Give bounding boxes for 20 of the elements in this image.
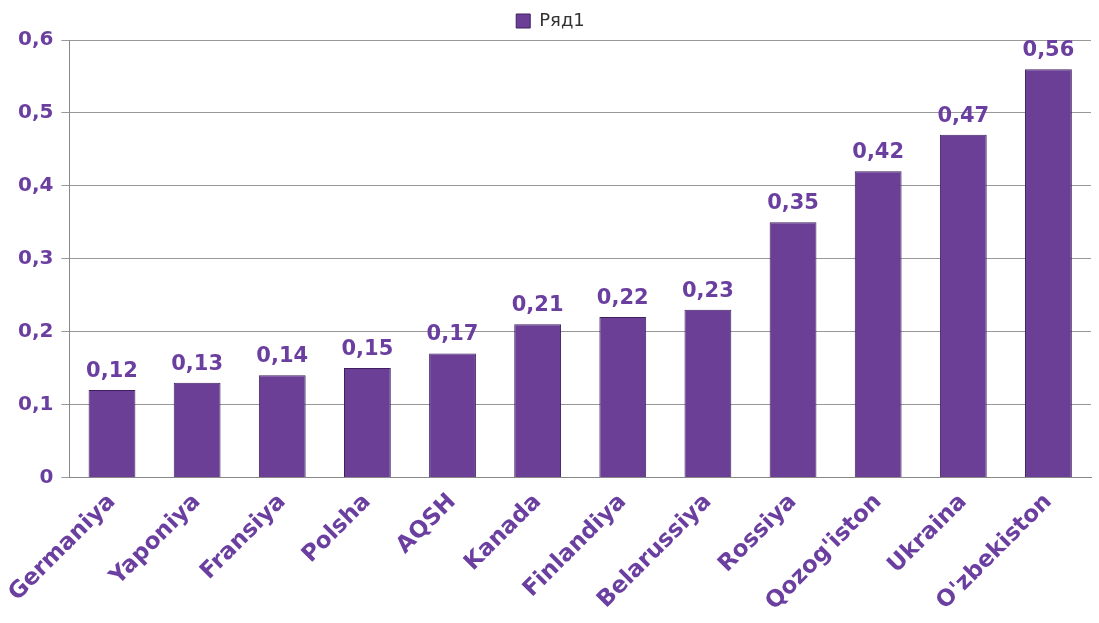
data-label: 0,47 <box>937 102 990 127</box>
y-tick-label: 0,2 <box>17 317 54 342</box>
y-tick-label: 0,1 <box>17 390 54 415</box>
data-label: 0,35 <box>767 190 819 215</box>
legend-label: Ряд1 <box>539 8 585 30</box>
y-tick-label: 0 <box>39 463 54 488</box>
data-label: 0,56 <box>1022 37 1075 62</box>
data-label: 0,15 <box>341 336 394 361</box>
y-tick-label: 0,5 <box>17 99 54 124</box>
data-label: 0,13 <box>171 350 224 375</box>
data-label: 0,17 <box>426 321 479 346</box>
y-tick-label: 0,6 <box>17 26 54 51</box>
data-label: 0,21 <box>511 292 564 317</box>
data-label: 0,42 <box>852 139 905 164</box>
data-label: 0,23 <box>682 277 734 302</box>
data-label: 0,12 <box>86 357 138 382</box>
data-label: 0,22 <box>596 285 649 309</box>
y-tick-label: 0,4 <box>17 172 54 197</box>
y-tick-label: 0,3 <box>17 244 54 269</box>
data-label: 0,14 <box>256 343 309 368</box>
